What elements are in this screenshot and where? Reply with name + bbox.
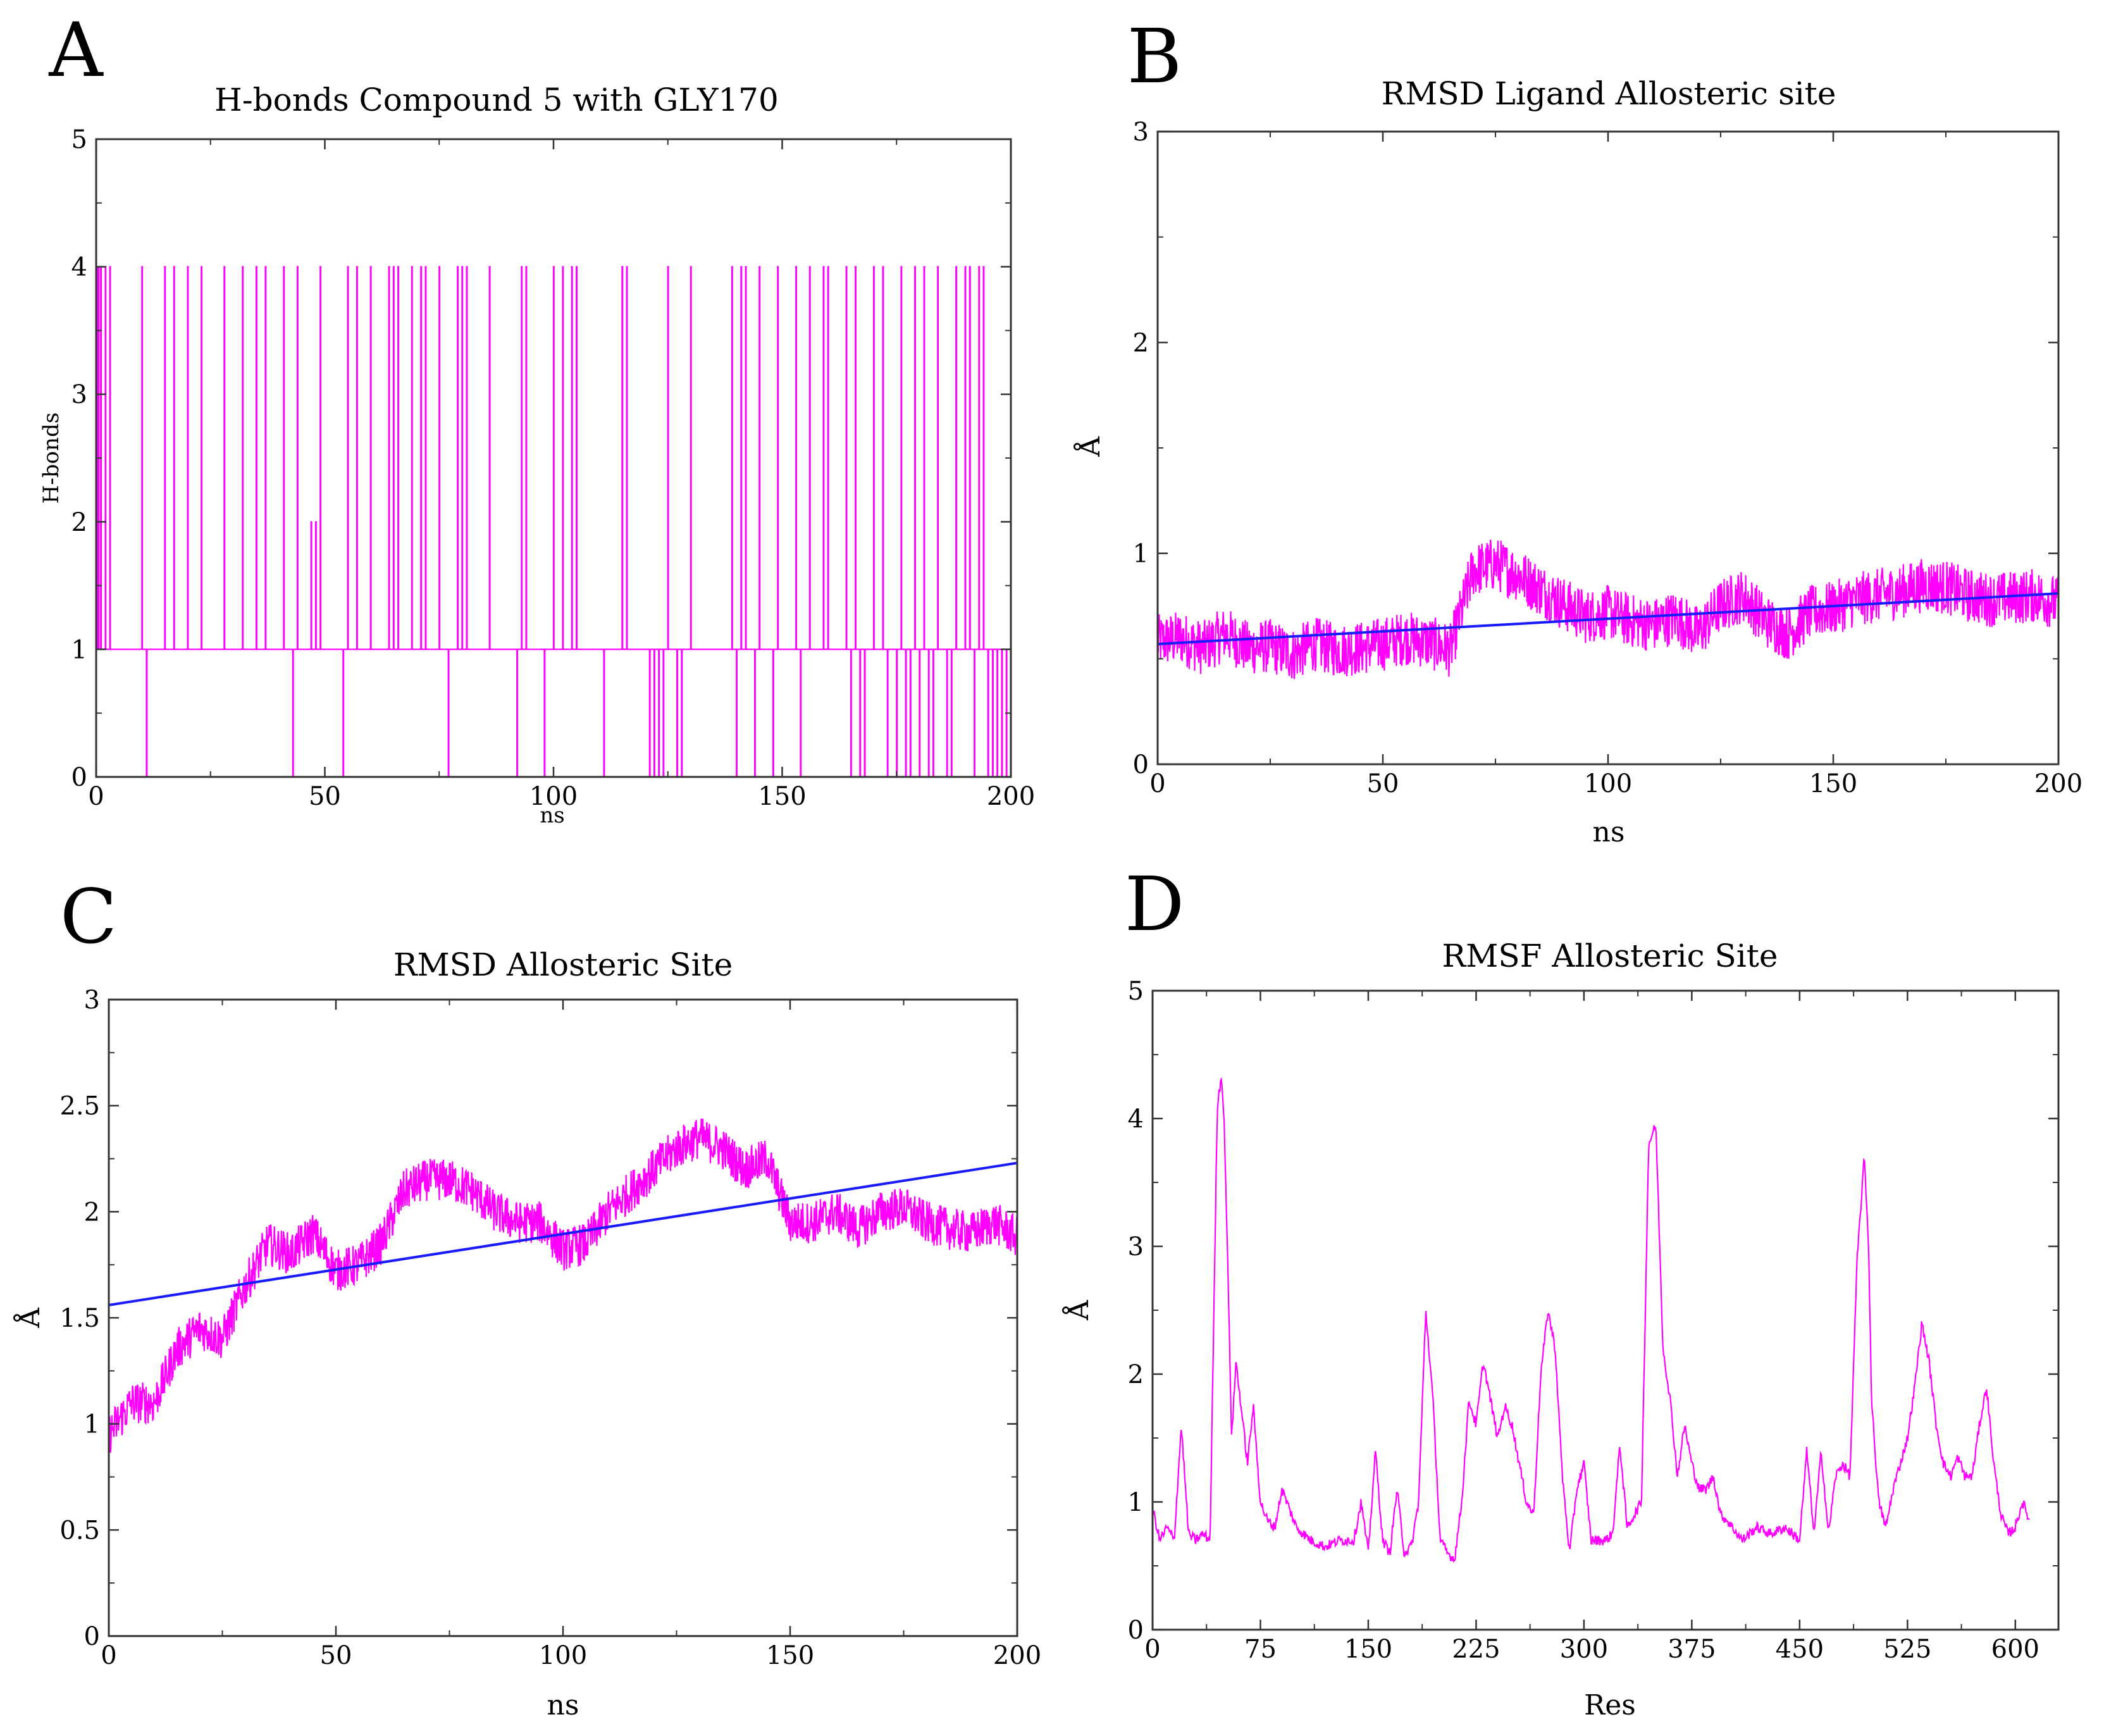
x-tick-label: 200	[2034, 769, 2082, 798]
series-rmsf-line	[1153, 1077, 2030, 1563]
panel-b: B RMSD Ligand Allosteric site 0 50 100 150 200…	[1073, 13, 2082, 848]
y-tick-label: 0	[1133, 750, 1149, 779]
x-tick-label: 150	[1344, 1635, 1392, 1664]
y-tick-label: 3	[84, 986, 100, 1015]
plot-frame	[1156, 130, 2060, 766]
y-tick-label: 2.5	[59, 1092, 100, 1121]
x-tick-label: 600	[1991, 1635, 2039, 1664]
x-tick-label: 0	[1149, 769, 1165, 798]
y-tick-label: 0	[84, 1622, 100, 1651]
x-tick-label: 0	[1144, 1635, 1160, 1664]
chart-title: RMSF Allosteric Site	[1442, 938, 1778, 974]
x-tick-label: 50	[1367, 769, 1399, 798]
x-tick-label: 450	[1776, 1635, 1824, 1664]
x-tick-label: 150	[766, 1641, 814, 1670]
x-tick-label: 100	[539, 1641, 587, 1670]
x-tick-label: 375	[1668, 1635, 1716, 1664]
x-axis-label: Res	[1584, 1689, 1636, 1721]
y-tick-label: 4	[71, 253, 87, 282]
x-tick-label: 525	[1883, 1635, 1931, 1664]
y-tick-label: 1	[84, 1410, 100, 1439]
x-tick-label: 100	[529, 782, 578, 811]
y-tick-label: 0	[1128, 1616, 1144, 1645]
x-tick-label: 0	[101, 1641, 116, 1670]
y-tick-label: 2	[1133, 328, 1149, 357]
y-tick-label: 1	[1133, 540, 1149, 569]
y-axis-label: Å	[1061, 1299, 1095, 1321]
plot-area	[1158, 539, 2058, 679]
y-tick-label: 2	[1128, 1360, 1144, 1389]
x-tick-label: 0	[88, 782, 104, 811]
plot-area	[96, 266, 1011, 777]
x-tick-label: 225	[1452, 1635, 1500, 1664]
panel-letter: A	[48, 6, 104, 94]
plot-frame	[1151, 989, 2060, 1631]
y-axis-label: Å	[13, 1307, 46, 1329]
y-tick-label: 3	[1133, 118, 1149, 147]
x-axis-label: ns	[547, 1689, 579, 1721]
x-axis-label: ns	[540, 803, 564, 828]
series-trend-line	[109, 1162, 1017, 1306]
chart-title: H-bonds Compound 5 with GLY170	[214, 82, 779, 118]
panel-letter: B	[1127, 13, 1182, 100]
y-tick-label: 2	[84, 1198, 100, 1227]
x-tick-label: 200	[993, 1641, 1041, 1670]
y-tick-label: 0	[71, 763, 87, 792]
plot-area	[109, 1118, 1017, 1453]
chart-title: RMSD Ligand Allosteric site	[1382, 75, 1836, 112]
x-tick-label: 150	[1809, 769, 1857, 798]
y-tick-label: 1	[1128, 1488, 1144, 1517]
x-tick-label: 150	[758, 782, 806, 811]
chart-title: RMSD Allosteric Site	[393, 946, 733, 983]
y-tick-label: 4	[1128, 1105, 1144, 1134]
y-tick-label: 0.5	[59, 1516, 100, 1545]
y-tick-label: 5	[1128, 977, 1144, 1006]
y-tick-label: 5	[71, 125, 87, 154]
plot-frame	[108, 998, 1018, 1637]
series-rmsd-line	[1158, 539, 2058, 679]
y-tick-label: 2	[71, 508, 87, 537]
series-trend-line	[1158, 592, 2058, 645]
y-tick-label: 3	[71, 380, 87, 409]
x-tick-label: 200	[987, 782, 1035, 811]
y-tick-label: 1	[71, 635, 87, 664]
series-rmsd-line	[109, 1118, 1017, 1453]
x-tick-label: 50	[309, 782, 341, 811]
x-axis-label: ns	[1593, 816, 1625, 848]
plot-area	[1153, 1077, 2030, 1563]
x-tick-label: 75	[1244, 1635, 1277, 1664]
x-tick-label: 50	[320, 1641, 352, 1670]
series-hbonds-line	[96, 266, 1011, 777]
y-axis-label: H-bonds	[39, 412, 64, 504]
panel-c: C RMSD Allosteric Site 0 50 100 150 200 0 0.5 1 1.…	[13, 873, 1041, 1721]
panel-letter: C	[60, 873, 117, 960]
y-axis-label: Å	[1073, 436, 1106, 457]
x-tick-label: 100	[1584, 769, 1632, 798]
y-tick-label: 3	[1128, 1232, 1144, 1262]
panel-letter: D	[1125, 860, 1185, 948]
y-tick-label: 1.5	[59, 1304, 100, 1333]
x-tick-label: 300	[1560, 1635, 1608, 1664]
